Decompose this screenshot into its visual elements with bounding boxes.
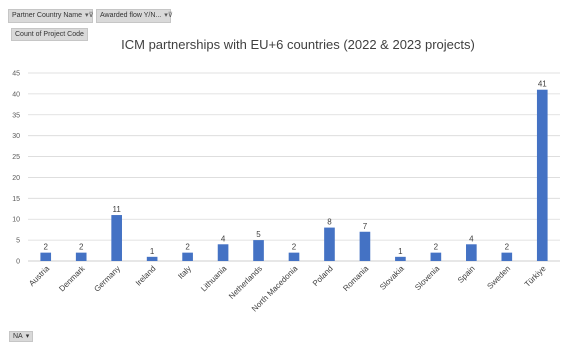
- value-field-button[interactable]: Count of Project Code: [11, 28, 88, 41]
- data-label: 8: [327, 218, 332, 227]
- axis-field-button[interactable]: NA ▾: [9, 331, 34, 342]
- data-label: 2: [44, 243, 49, 252]
- data-label: 4: [469, 234, 474, 243]
- bar: [182, 252, 193, 261]
- data-label: 2: [292, 243, 297, 252]
- category-label: Austria: [27, 264, 51, 288]
- data-label: 2: [79, 243, 84, 252]
- bar: [146, 256, 158, 261]
- category-label: Ireland: [134, 264, 158, 288]
- data-label: 11: [113, 205, 122, 214]
- partner-country-filter-label: Partner Country Name: [12, 12, 83, 19]
- bar: [501, 252, 513, 261]
- category-label: Sweden: [485, 264, 512, 291]
- y-tick-label: 35: [12, 112, 20, 119]
- category-label: Slovakia: [378, 264, 406, 292]
- data-label: 41: [538, 80, 547, 89]
- bar: [466, 244, 477, 261]
- y-tick-label: 10: [12, 217, 20, 224]
- bar: [111, 215, 122, 261]
- bar: [75, 252, 87, 261]
- data-label: 2: [434, 243, 439, 252]
- dropdown-arrow-icon: ▾: [25, 333, 30, 340]
- category-label: Spain: [456, 264, 477, 285]
- category-label: Slovenia: [413, 264, 441, 292]
- y-tick-label: 20: [12, 175, 20, 182]
- category-label: Türkiye: [523, 264, 548, 289]
- y-tick-label: 25: [12, 154, 20, 161]
- data-label: 5: [256, 230, 261, 239]
- bar: [430, 252, 442, 261]
- category-label: Denmark: [57, 263, 87, 293]
- category-label: Lithuania: [199, 264, 229, 294]
- axis-field-label: NA: [13, 333, 23, 340]
- data-label: 4: [221, 234, 226, 243]
- category-label: Romania: [341, 264, 370, 293]
- bar: [536, 89, 548, 261]
- y-tick-label: 0: [16, 259, 20, 266]
- bar: [359, 231, 371, 261]
- category-label: Germany: [92, 264, 122, 294]
- filter-dropdown-icon: ▾⊽: [164, 12, 173, 19]
- bar: [217, 244, 229, 261]
- y-tick-label: 30: [12, 133, 20, 140]
- data-label: 2: [185, 243, 190, 252]
- category-label: Netherlands: [227, 264, 264, 301]
- y-tick-label: 15: [12, 196, 20, 203]
- category-label: Poland: [311, 264, 335, 288]
- bar: [395, 256, 406, 261]
- data-label: 2: [505, 243, 510, 252]
- y-tick-label: 45: [12, 71, 20, 78]
- data-label: 7: [363, 222, 368, 231]
- partner-country-filter-button[interactable]: Partner Country Name ▾⊽: [8, 9, 94, 23]
- bar: [253, 240, 264, 261]
- bar: [288, 252, 300, 261]
- y-tick-label: 5: [16, 238, 20, 245]
- filter-dropdown-icon: ▾⊽: [85, 12, 94, 19]
- chart-title: ICM partnerships with EU+6 countries (20…: [121, 37, 475, 52]
- bar: [324, 227, 335, 261]
- y-tick-label: 40: [12, 91, 20, 98]
- awarded-flow-filter-button[interactable]: Awarded flow Y/N... ▾⊽: [96, 9, 173, 23]
- category-label: Italy: [176, 264, 193, 281]
- bar: [40, 252, 52, 261]
- data-label: 1: [150, 247, 155, 256]
- awarded-flow-filter-label: Awarded flow Y/N...: [100, 12, 162, 19]
- data-label: 1: [398, 247, 403, 256]
